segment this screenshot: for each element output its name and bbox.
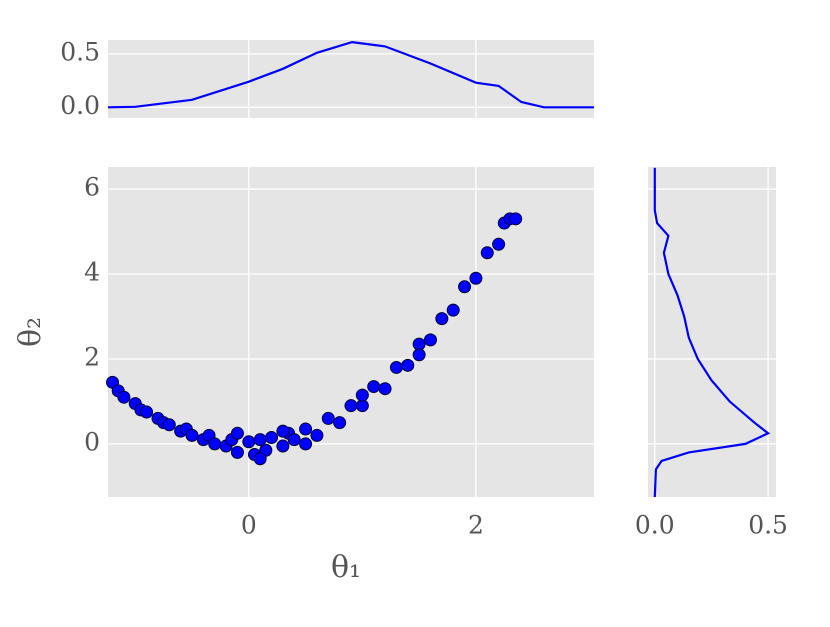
x-tick-label: 0 <box>241 511 257 540</box>
y-tick-label: 6 <box>84 173 100 202</box>
scatter-point <box>333 416 347 430</box>
x-tick-label: 2 <box>468 511 484 540</box>
kde-line <box>653 167 771 498</box>
y-tick-label: 0.5 <box>60 37 100 66</box>
scatter-point <box>492 237 506 251</box>
x-tick-label: 0.5 <box>748 511 788 540</box>
plot-background <box>108 40 594 118</box>
x-axis-label: θ₁ <box>331 550 361 585</box>
scatter-point <box>162 418 176 432</box>
scatter-point <box>299 437 313 451</box>
scatter-point <box>367 380 381 394</box>
scatter-point <box>208 437 222 451</box>
y-axis-label: θ₂ <box>13 317 48 347</box>
scatter-point <box>435 312 449 326</box>
scatter-point <box>265 431 279 445</box>
scatter-point <box>469 271 483 285</box>
scatter-point <box>480 246 494 260</box>
scatter-point <box>242 435 256 449</box>
scatter-point <box>378 382 392 396</box>
kde-line <box>107 40 594 109</box>
scatter-point <box>117 390 131 404</box>
scatter-point <box>446 303 460 317</box>
y-tick-label: 4 <box>84 258 100 287</box>
scatter-point <box>344 399 358 413</box>
scatter-point <box>140 405 154 419</box>
scatter-point <box>310 428 324 442</box>
scatter-point <box>253 433 267 447</box>
y-tick-label: 2 <box>84 342 100 371</box>
scatter-point <box>401 358 415 372</box>
scatter-point <box>276 439 290 453</box>
scatter-point <box>389 360 403 374</box>
scatter-point <box>299 422 313 436</box>
scatter-point <box>230 426 244 440</box>
scatter-point <box>423 333 437 347</box>
scatter-point <box>412 348 426 362</box>
scatter-point <box>230 445 244 459</box>
scatter-point <box>287 433 301 447</box>
scatter-point <box>458 280 472 294</box>
x-tick-label: 0.0 <box>635 511 675 540</box>
scatter-point <box>185 428 199 442</box>
y-tick-label: 0 <box>84 427 100 456</box>
scatter-point <box>253 452 267 466</box>
scatter-point <box>355 388 369 402</box>
y-tick-label: 0.0 <box>60 91 100 120</box>
scatter-point <box>276 424 290 438</box>
scatter-point <box>321 411 335 425</box>
scatter-point <box>509 212 523 226</box>
plot-background <box>648 167 776 497</box>
